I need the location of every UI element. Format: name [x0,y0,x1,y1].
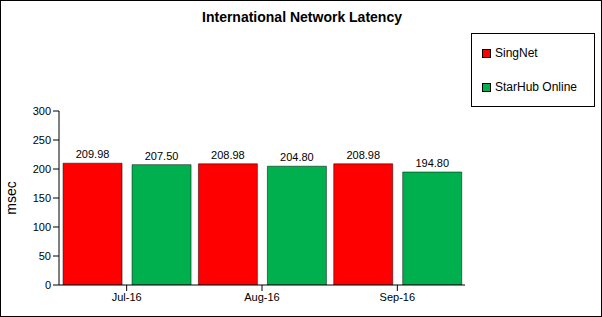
svg-text:207.50: 207.50 [145,150,179,162]
html-text:SingNet: SingNet [495,46,538,60]
html-text:International Network Latency: International Network Latency [202,9,402,25]
svg-text:300: 300 [33,105,51,117]
svg-text:150: 150 [33,192,51,204]
svg-text:Jul-16: Jul-16 [112,291,142,303]
svg-text:0: 0 [45,279,51,291]
svg-text:209.98: 209.98 [76,148,110,160]
html-text:StarHub Online: StarHub Online [495,80,577,94]
svg-text:250: 250 [33,134,51,146]
svg-text:50: 50 [39,250,51,262]
svg-text:100: 100 [33,221,51,233]
svg-text:208.98: 208.98 [211,149,245,161]
svg-text:208.98: 208.98 [346,149,380,161]
svg-text:204.80: 204.80 [280,151,314,163]
svg-text:Aug-16: Aug-16 [244,291,279,303]
svg-text:msec: msec [8,181,19,214]
svg-text:200: 200 [33,163,51,175]
svg-text:Sep-16: Sep-16 [380,291,415,303]
svg-text:194.80: 194.80 [415,157,449,169]
